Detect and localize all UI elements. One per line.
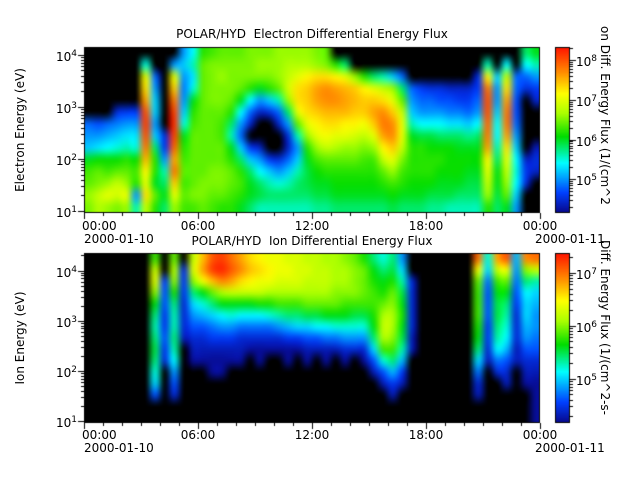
ion-date-right: 2000-01-11 bbox=[535, 441, 605, 455]
ion-y-axis-label: Ion Energy (eV) bbox=[13, 291, 27, 385]
electron-panel-title: POLAR/HYD Electron Differential Energy F… bbox=[176, 27, 448, 41]
ion-panel-title: POLAR/HYD Ion Differential Energy Flux bbox=[191, 234, 433, 248]
electron-date-left: 2000-01-10 bbox=[84, 232, 154, 246]
ion-colorbar-label: Diff. Energy Flux (1/(cm^2-s- bbox=[598, 240, 612, 415]
electron-date-right: 2000-01-11 bbox=[535, 232, 605, 246]
electron-colorbar-label: on Diff. Energy Flux (1/(cm^2 bbox=[598, 26, 612, 205]
ion-date-left: 2000-01-10 bbox=[84, 441, 154, 455]
electron-y-axis-label: Electron Energy (eV) bbox=[13, 68, 27, 192]
